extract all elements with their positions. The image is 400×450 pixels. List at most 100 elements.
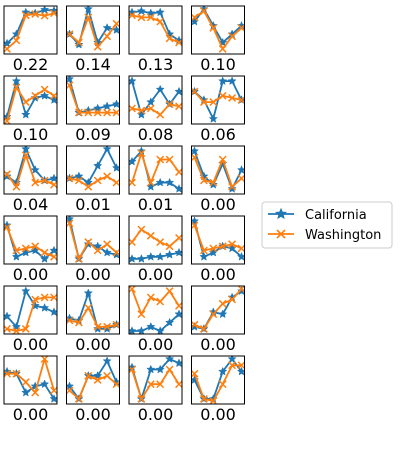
- panel-score-label: 0.01: [75, 195, 111, 214]
- marker-x-icon: [191, 153, 199, 162]
- panel-plot-area: [66, 288, 120, 333]
- marker-x-icon: [103, 32, 112, 41]
- marker-x-icon: [40, 176, 49, 185]
- marker-star-icon: [146, 321, 156, 331]
- marker-x-icon: [4, 44, 11, 53]
- marker-x-icon: [112, 108, 120, 117]
- panel-score-label: 0.00: [75, 405, 111, 424]
- marker-x-icon: [31, 242, 40, 251]
- marker-x-icon: [50, 252, 57, 261]
- marker-star-icon: [155, 7, 165, 17]
- panel: 0.04: [3, 145, 58, 214]
- marker-x-icon: [4, 170, 11, 179]
- marker-x-icon: [84, 371, 93, 380]
- marker-star-icon: [155, 326, 165, 334]
- marker-x-icon: [137, 225, 146, 234]
- panels-grid: 0.22 0.14 0.13 0.10 0.10 0.09 0.08 0.06 0.04 0.01…: [3, 5, 245, 424]
- marker-x-icon: [4, 324, 11, 333]
- panel-frame: [128, 355, 183, 405]
- marker-x-icon: [12, 182, 21, 191]
- marker-x-icon: [112, 380, 120, 389]
- marker-x-icon: [228, 93, 237, 102]
- panel-frame: [3, 355, 58, 405]
- marker-x-icon: [129, 365, 136, 374]
- marker-x-icon: [50, 293, 57, 302]
- marker-star-icon: [39, 303, 50, 312]
- panel-score-label: 0.00: [13, 405, 49, 424]
- panel-frame: [128, 215, 183, 265]
- panel-score-label: 0.04: [13, 195, 49, 214]
- marker-x-icon: [31, 91, 40, 100]
- marker-star-icon: [102, 146, 112, 153]
- marker-star-icon: [199, 251, 209, 261]
- panel-plot-area: [66, 356, 120, 403]
- panel-score-label: 0.00: [75, 265, 111, 284]
- marker-x-icon: [103, 108, 112, 117]
- marker-x-icon: [74, 38, 83, 47]
- marker-x-icon: [199, 246, 208, 255]
- panel-frame: [66, 5, 120, 55]
- marker-x-icon: [40, 248, 49, 257]
- marker-x-icon: [74, 318, 83, 327]
- marker-x-icon: [175, 380, 182, 389]
- marker-x-icon: [175, 233, 182, 242]
- marker-star-icon: [164, 356, 175, 363]
- panel-frame: [191, 145, 245, 195]
- panel: 0.00: [191, 285, 245, 354]
- panel-frame: [191, 75, 245, 125]
- panel-plot-area: [4, 286, 57, 334]
- marker-star-icon: [4, 38, 12, 48]
- marker-x-icon: [209, 178, 218, 187]
- panel-frame: [128, 145, 183, 195]
- panel-frame: [191, 5, 245, 55]
- marker-x-icon: [199, 98, 208, 107]
- panel-score-label: 0.06: [200, 125, 236, 144]
- marker-x-icon: [191, 87, 199, 96]
- marker-x-icon: [112, 320, 120, 329]
- marker-x-icon: [228, 240, 237, 249]
- marker-x-icon: [66, 174, 74, 183]
- marker-x-icon: [50, 91, 57, 100]
- marker-x-icon: [146, 380, 155, 389]
- marker-x-icon: [50, 180, 57, 189]
- marker-x-icon: [31, 388, 40, 397]
- panel-frame: [66, 285, 120, 335]
- panel-plot-area: [66, 216, 120, 263]
- marker-star-icon: [129, 326, 137, 334]
- marker-x-icon: [228, 361, 237, 370]
- panel-plot-area: [66, 6, 120, 51]
- marker-x-icon: [74, 176, 83, 185]
- marker-x-icon: [93, 246, 102, 255]
- marker-star-icon: [39, 90, 50, 100]
- panel: 0.06: [191, 75, 245, 144]
- marker-star-icon: [49, 394, 57, 403]
- marker-x-icon: [129, 286, 136, 293]
- panel-plot-area: [4, 76, 57, 124]
- series-line-washington: [193, 10, 243, 50]
- series-line-california: [68, 360, 118, 400]
- marker-x-icon: [175, 102, 182, 111]
- marker-x-icon: [191, 369, 199, 378]
- panel-frame: [191, 285, 245, 335]
- marker-star-icon: [164, 249, 175, 259]
- marker-x-icon: [165, 242, 174, 251]
- marker-x-icon: [209, 98, 218, 107]
- marker-x-icon: [137, 310, 146, 319]
- panel-score-label: 0.10: [13, 125, 49, 144]
- marker-x-icon: [50, 386, 57, 395]
- marker-x-icon: [93, 376, 102, 384]
- marker-x-icon: [137, 13, 146, 22]
- panel-plot-area: [129, 76, 182, 119]
- marker-x-icon: [66, 30, 74, 39]
- marker-star-icon: [102, 23, 112, 32]
- series-line-california: [6, 290, 55, 328]
- panel-score-label: 0.00: [200, 265, 236, 284]
- marker-star-icon: [236, 366, 245, 376]
- marker-x-icon: [237, 23, 245, 32]
- marker-star-icon: [49, 245, 57, 255]
- marker-x-icon: [191, 13, 199, 22]
- series-line-washington: [131, 103, 180, 116]
- series-line-washington: [7, 358, 55, 394]
- panel-score-label: 0.10: [200, 55, 236, 74]
